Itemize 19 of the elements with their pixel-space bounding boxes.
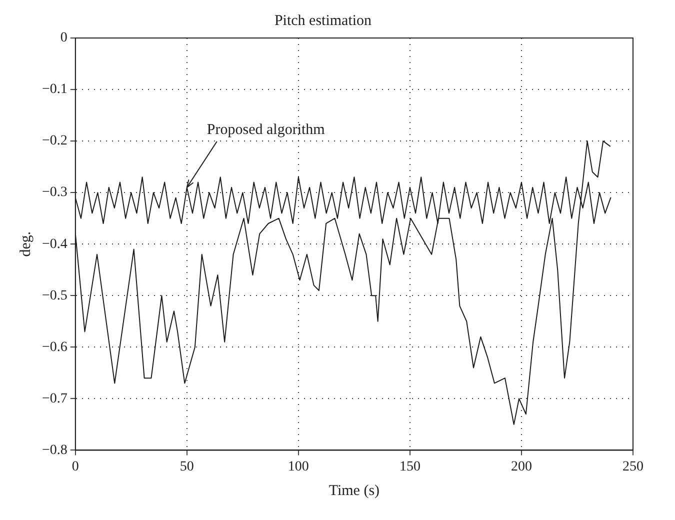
y-tick-label: −0.3 (42, 185, 68, 200)
x-tick-label: 0 (72, 459, 79, 474)
y-tick-label: −0.7 (42, 391, 68, 406)
y-tick-label: −0.1 (42, 82, 68, 98)
chart-title: Pitch estimation (274, 12, 372, 29)
y-tick-label: −0.4 (42, 236, 68, 252)
x-axis-title: Time (s) (328, 482, 380, 499)
y-axis-title: deg. (18, 231, 34, 257)
x-tick-label: 200 (510, 459, 532, 474)
x-tick-label: 150 (399, 459, 420, 474)
y-tick-label: −0.2 (42, 134, 68, 149)
y-tick-label: −0.5 (42, 288, 68, 304)
x-tick-label: 50 (180, 459, 194, 474)
y-tick-label: 0 (60, 30, 68, 46)
annotation: Proposed algorithm (206, 122, 326, 138)
x-tick-label: 100 (288, 459, 309, 474)
x-tick-label: 250 (622, 459, 644, 474)
y-tick-label: −0.8 (42, 442, 68, 458)
y-tick-label: −0.6 (42, 340, 68, 355)
